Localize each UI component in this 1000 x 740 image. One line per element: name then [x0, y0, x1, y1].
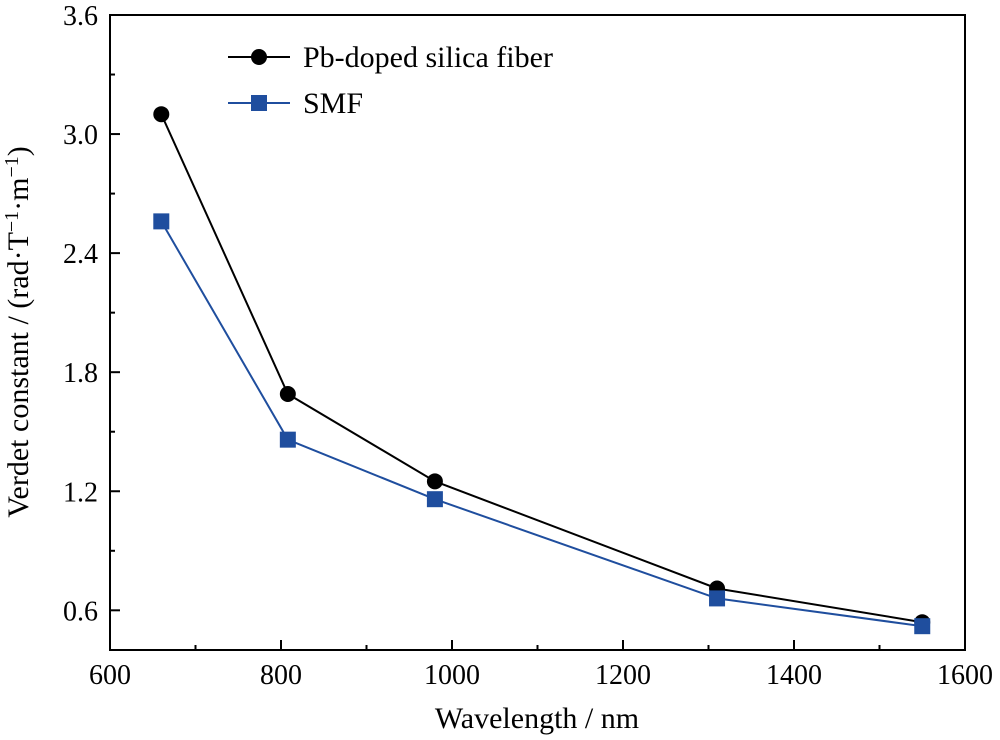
- data-point: [426, 491, 443, 508]
- legend-marker-pb: [251, 49, 267, 65]
- data-point: [279, 386, 296, 403]
- x-tick-label: 1200: [595, 660, 651, 691]
- legend: Pb-doped silica fiber SMF: [228, 41, 553, 120]
- x-tick-label: 600: [89, 660, 131, 691]
- series-smf: [153, 213, 931, 635]
- legend-label-pb: Pb-doped silica fiber: [303, 41, 553, 74]
- data-point: [709, 590, 726, 607]
- y-title-mid: ·m: [2, 177, 35, 210]
- series-line: [160, 113, 923, 624]
- data-point: [279, 431, 296, 448]
- data-point: [426, 473, 443, 490]
- x-tick-label: 1600: [937, 660, 993, 691]
- data-point: [153, 106, 170, 123]
- series-pb-doped: [153, 106, 931, 631]
- y-tick-label: 0.6: [63, 596, 98, 627]
- plot-frame: [109, 14, 966, 651]
- data-point: [153, 213, 170, 230]
- x-tick-label: 800: [260, 660, 302, 691]
- x-tick-label: 1000: [424, 660, 480, 691]
- series-layer: [153, 106, 931, 635]
- y-tick-label: 2.4: [63, 239, 98, 270]
- legend-label-smf: SMF: [303, 87, 363, 120]
- y-title-main: Verdet constant / (rad·T: [2, 232, 35, 518]
- series-line: [160, 220, 923, 628]
- y-tick-label: 1.8: [63, 358, 98, 389]
- x-tick-label: 1400: [766, 660, 822, 691]
- y-title-sup1: −1: [1, 211, 23, 232]
- x-axis-title: Wavelength / nm: [435, 702, 639, 735]
- y-tick-label: 3.0: [63, 120, 98, 151]
- y-axis-title: Verdet constant / (rad·T−1·m−1): [1, 146, 35, 518]
- y-tick-label: 3.6: [63, 1, 98, 32]
- y-tick-label: 1.2: [63, 477, 98, 508]
- axis-ticks: 600 800 1000 1200 1400 1600 0.6 1.2 1.8 2.4 3.0 3.6: [63, 1, 993, 691]
- data-point: [914, 618, 931, 635]
- y-title-sup2: −1: [1, 156, 23, 177]
- legend-marker-smf: [251, 95, 267, 111]
- y-title-end: ): [2, 146, 35, 156]
